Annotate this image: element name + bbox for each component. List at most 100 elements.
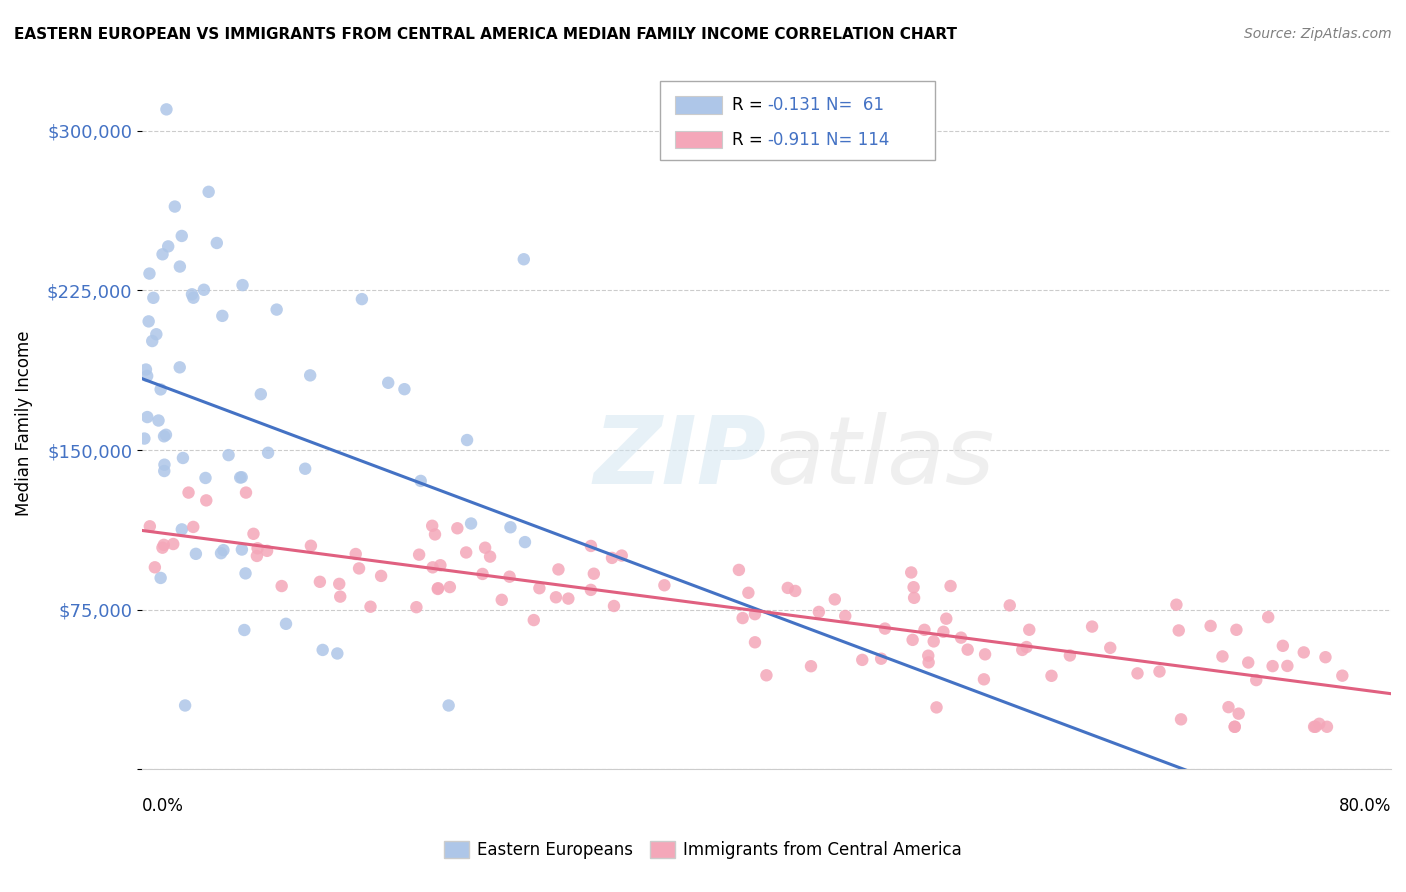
Point [1292,645,1315,659]
Point [422,560,444,574]
Point [233,623,256,637]
Point [513,535,536,549]
Point [479,549,502,564]
Point [460,516,482,531]
Point [344,547,367,561]
Point [900,566,922,580]
Point [901,632,924,647]
Point [755,668,778,682]
Point [181,287,204,301]
Point [153,429,176,443]
Point [149,383,172,397]
Point [1218,700,1240,714]
Point [437,698,460,713]
Point [155,103,177,117]
Point [138,267,160,281]
Point [149,571,172,585]
Point [1331,668,1354,682]
Point [851,653,873,667]
Point [172,450,194,465]
Point [311,643,333,657]
Point [274,616,297,631]
Point [246,541,269,556]
Point [932,624,955,639]
Point [266,302,288,317]
Point [1244,673,1267,687]
Point [737,586,759,600]
Point [1277,659,1299,673]
Point [136,368,159,383]
Point [1315,650,1337,665]
Point [256,544,278,558]
Point [800,659,823,673]
Point [544,591,567,605]
Point [1225,623,1247,637]
Point [153,538,176,552]
Point [807,605,830,619]
Text: atlas: atlas [766,412,995,503]
Point [917,648,939,663]
Point [211,309,233,323]
Point [347,561,370,575]
Point [903,580,925,594]
Point [231,470,253,484]
Point [1308,716,1330,731]
Point [235,485,257,500]
Point [547,562,569,576]
Point [491,592,513,607]
Point [246,549,269,563]
Point [1227,706,1250,721]
Point [148,413,170,427]
Point [1271,639,1294,653]
Point [427,581,450,595]
Point [152,541,174,555]
Point [370,569,392,583]
Point [250,387,273,401]
Point [600,550,623,565]
Point [394,382,416,396]
Point [870,651,893,665]
Point [136,410,159,425]
Point [141,334,163,348]
Point [1199,619,1222,633]
Text: 80.0%: 80.0% [1339,797,1391,815]
Point [1040,669,1063,683]
Point [194,471,217,485]
Text: N= 114: N= 114 [825,131,889,149]
Point [142,291,165,305]
Point [456,433,478,447]
Point [232,278,254,293]
Point [1018,623,1040,637]
Point [157,239,180,253]
Point [197,185,219,199]
Text: Source: ZipAtlas.com: Source: ZipAtlas.com [1244,27,1392,41]
Point [1059,648,1081,663]
Point [145,327,167,342]
Point [1126,666,1149,681]
Point [579,582,602,597]
Point [409,474,432,488]
Point [328,577,350,591]
Point [499,520,522,534]
Point [143,560,166,574]
Point [152,247,174,261]
Point [785,583,807,598]
Point [420,518,443,533]
Text: R =: R = [733,96,768,114]
Point [1223,720,1246,734]
Point [914,623,936,637]
Point [1167,624,1189,638]
Point [935,612,957,626]
Y-axis label: Median Family Income: Median Family Income [15,331,32,516]
Point [242,526,264,541]
Point [135,362,157,376]
Point [1223,720,1246,734]
Point [903,591,925,605]
Point [377,376,399,390]
Point [974,648,997,662]
Text: 0.0%: 0.0% [142,797,184,815]
Text: R =: R = [733,131,768,149]
Point [1149,665,1171,679]
Point [174,698,197,713]
Point [917,656,939,670]
